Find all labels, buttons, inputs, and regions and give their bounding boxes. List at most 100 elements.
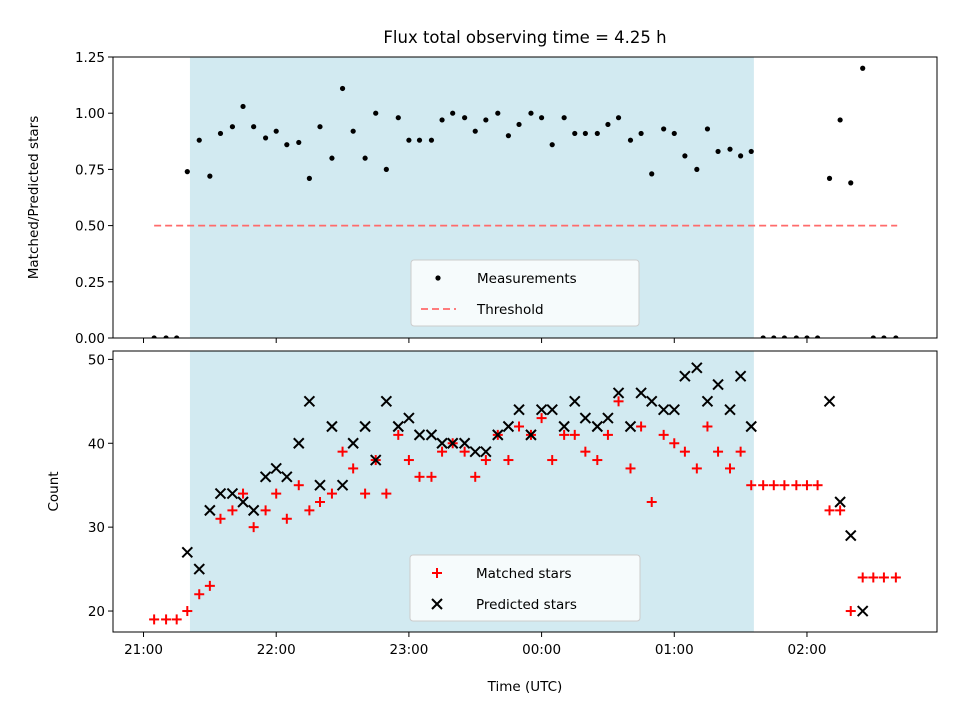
data-point (149, 614, 160, 625)
y-axis-label: Matched/Predicted stars (26, 116, 42, 279)
data-point (362, 155, 368, 161)
data-point (547, 455, 558, 466)
data-point (837, 117, 843, 123)
data-point (163, 335, 169, 338)
plot-area (149, 362, 901, 625)
data-point (738, 153, 744, 159)
data-point (483, 117, 489, 123)
x-tick-label: 00:00 (522, 642, 561, 658)
data-point (613, 396, 624, 407)
data-point (638, 130, 644, 137)
data-point (881, 335, 887, 338)
data-point (273, 128, 279, 134)
legend-label: Predicted stars (476, 597, 577, 613)
x-tick-label: 02:00 (788, 642, 827, 658)
data-point (370, 454, 382, 466)
data-point (835, 505, 846, 516)
data-point (746, 480, 757, 491)
data-point (495, 110, 501, 116)
data-point (536, 413, 547, 424)
data-point (229, 124, 236, 130)
y-tick-label: 30 (88, 520, 105, 536)
x-tick-label: 23:00 (389, 642, 428, 658)
legend-frame (410, 259, 640, 327)
data-point (359, 420, 371, 433)
data-point (472, 128, 478, 134)
data-point (171, 614, 182, 625)
data-point (174, 335, 180, 338)
data-point (395, 115, 401, 121)
data-point (413, 429, 426, 441)
data-point (381, 488, 392, 499)
data-point (348, 463, 359, 474)
data-point (326, 488, 337, 499)
data-point (182, 606, 193, 617)
data-point (393, 429, 404, 440)
data-point (204, 580, 215, 591)
data-point (845, 529, 857, 542)
top-axes: 0.00 0.25 0.50 0.75 1.00 1.25 Matched/Predicte… (26, 50, 938, 347)
data-point (724, 404, 736, 416)
data-point (184, 169, 190, 175)
data-point (781, 335, 788, 338)
data-point (823, 395, 836, 408)
data-point (196, 137, 202, 143)
data-point (281, 471, 293, 483)
data-point (734, 370, 747, 382)
data-point (492, 429, 504, 441)
data-point (856, 605, 869, 617)
data-point (636, 421, 647, 432)
data-point (691, 463, 702, 474)
data-point (579, 412, 592, 424)
data-point (281, 513, 292, 524)
data-point (735, 446, 746, 457)
data-point (204, 504, 216, 517)
data-point (528, 110, 534, 116)
data-point (624, 420, 637, 433)
data-point (470, 471, 481, 482)
legend-frame (409, 554, 641, 622)
data-point (812, 480, 823, 491)
data-point (383, 166, 389, 172)
x-tick-label: 01:00 (655, 642, 694, 658)
data-point (403, 455, 414, 466)
data-point (226, 487, 239, 500)
data-point (725, 463, 736, 474)
data-point (347, 437, 359, 449)
data-point (572, 130, 578, 137)
data-point (569, 395, 581, 408)
data-point (360, 488, 371, 499)
data-point (868, 572, 879, 583)
x-tick-label: 21:00 (124, 642, 163, 658)
data-point (439, 117, 445, 123)
data-point (303, 395, 316, 408)
data-point (469, 445, 481, 458)
data-point (350, 128, 356, 134)
data-point (317, 124, 323, 130)
data-point (615, 115, 622, 121)
data-point (779, 480, 790, 491)
data-point (337, 446, 348, 457)
data-point (259, 471, 272, 483)
data-point (425, 429, 438, 441)
data-point (238, 488, 249, 499)
data-point (293, 437, 305, 449)
data-point (262, 135, 269, 141)
data-point (260, 505, 271, 516)
data-point (701, 395, 714, 408)
data-point (458, 437, 471, 449)
data-point (436, 437, 448, 449)
data-point (336, 479, 349, 491)
data-point (314, 479, 326, 491)
data-point (480, 445, 492, 458)
data-point (326, 420, 338, 433)
data-point (649, 171, 655, 177)
y-tick-label: 50 (88, 352, 105, 368)
data-point (207, 173, 213, 179)
data-point (834, 496, 846, 508)
data-point (513, 404, 525, 416)
data-point (715, 148, 721, 155)
data-point (450, 110, 456, 116)
data-point (826, 175, 833, 181)
data-point (314, 496, 325, 507)
